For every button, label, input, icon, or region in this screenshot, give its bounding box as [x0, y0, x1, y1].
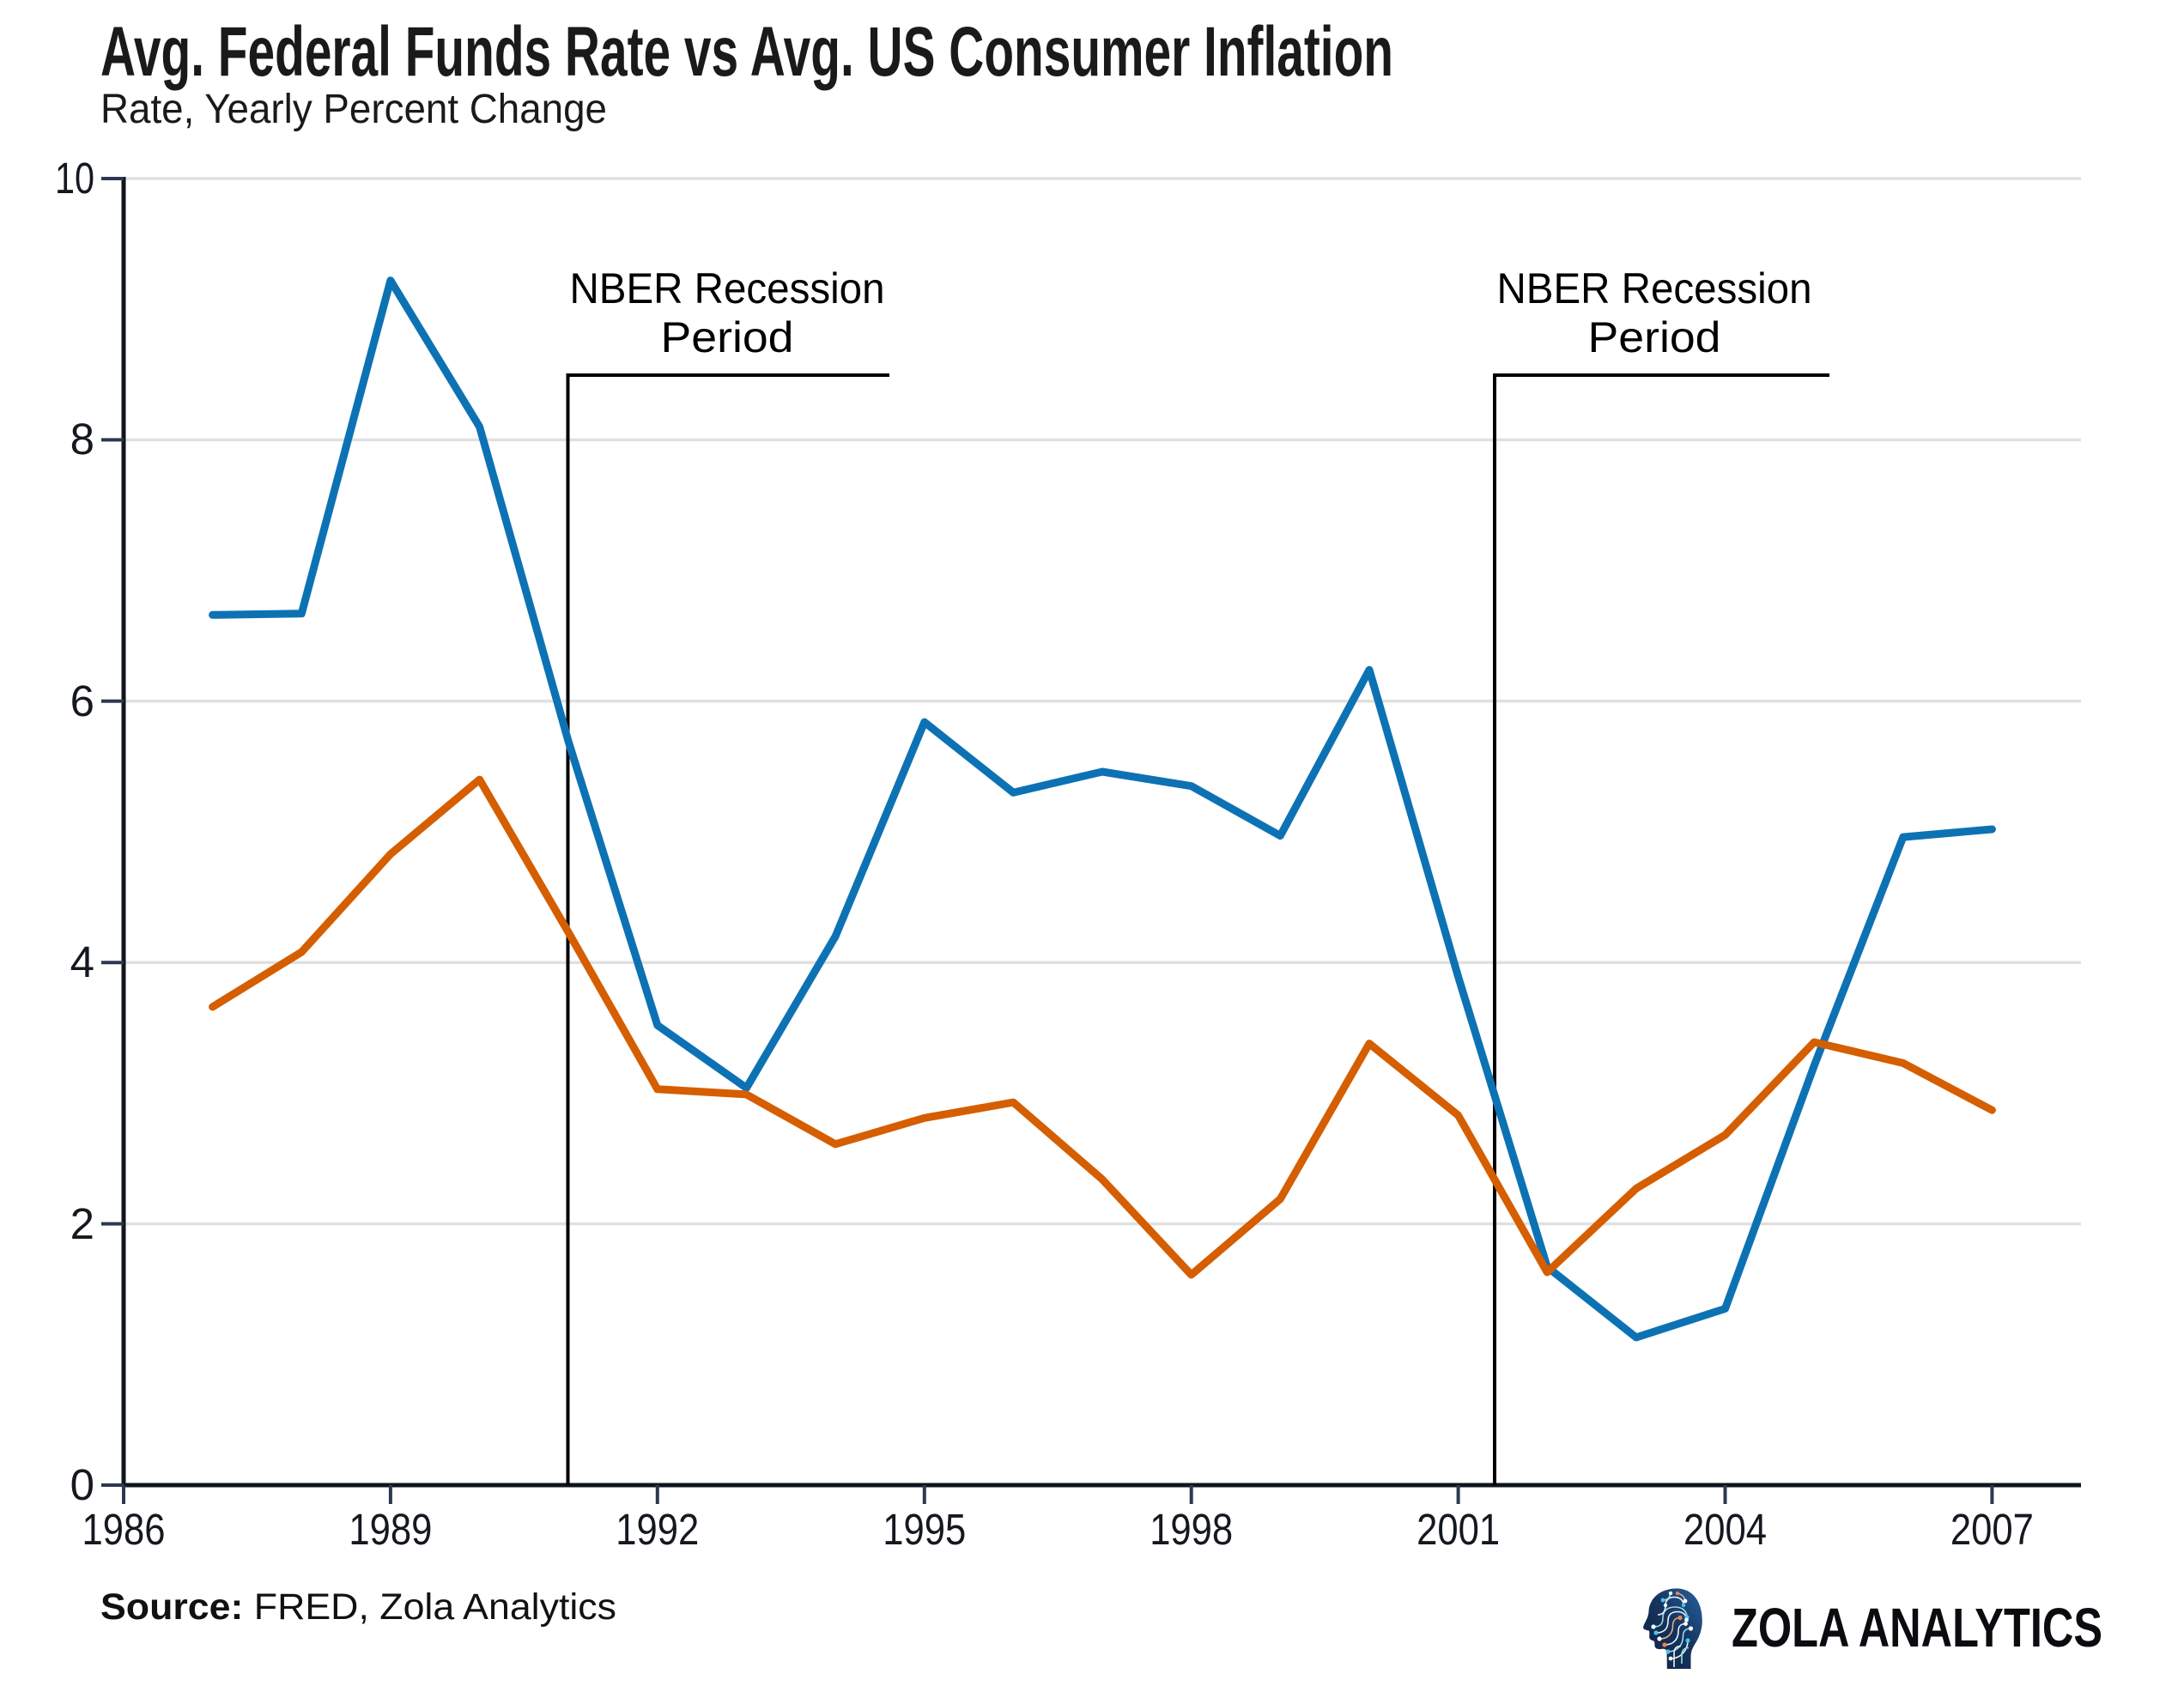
svg-text:Period: Period: [1588, 313, 1721, 361]
svg-text:8: 8: [70, 415, 94, 464]
svg-text:2007: 2007: [1950, 1505, 2034, 1554]
svg-text:2004: 2004: [1684, 1505, 1767, 1554]
svg-text:NBER Recession: NBER Recession: [570, 264, 885, 312]
svg-text:2: 2: [70, 1199, 94, 1248]
svg-text:Rate, Yearly Percent Change: Rate, Yearly Percent Change: [100, 87, 607, 132]
svg-text:4: 4: [70, 937, 94, 986]
svg-text:1989: 1989: [349, 1505, 432, 1554]
svg-text:2001: 2001: [1417, 1505, 1500, 1554]
svg-text:1998: 1998: [1150, 1505, 1233, 1554]
svg-text:1992: 1992: [616, 1505, 699, 1554]
svg-text:1986: 1986: [82, 1505, 166, 1554]
svg-text:Avg. Federal Funds Rate vs Avg: Avg. Federal Funds Rate vs Avg. US Consu…: [100, 13, 1393, 91]
svg-text:0: 0: [70, 1460, 94, 1509]
svg-text:ZOLA ANALYTICS: ZOLA ANALYTICS: [1732, 1597, 2102, 1659]
svg-text:10: 10: [55, 154, 94, 203]
svg-text:6: 6: [70, 676, 94, 725]
svg-text:NBER Recession: NBER Recession: [1497, 264, 1812, 312]
svg-text:Source: FRED, Zola Analytics: Source: FRED, Zola Analytics: [100, 1586, 616, 1628]
svg-text:Period: Period: [661, 313, 794, 361]
svg-text:1995: 1995: [883, 1505, 966, 1554]
